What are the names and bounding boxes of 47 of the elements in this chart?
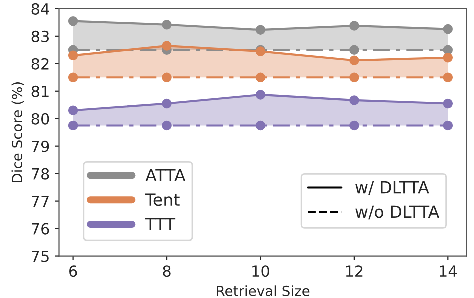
- x-tick-label: 14: [440, 266, 458, 277]
- point: [162, 98, 172, 109]
- y-tick-label: 75: [32, 250, 49, 262]
- point: [256, 25, 266, 35]
- point: [350, 72, 360, 83]
- y-tick-label: 80: [32, 113, 50, 125]
- x-tick-label: 6: [70, 266, 78, 278]
- y-tick-label: 81: [32, 86, 49, 98]
- y-tick-label: 76: [32, 223, 50, 235]
- point: [162, 120, 172, 131]
- point: [443, 24, 454, 34]
- point: [350, 21, 360, 31]
- point: [162, 72, 172, 83]
- point: [68, 72, 78, 83]
- x-tick-label: 12: [346, 266, 363, 277]
- annotation: w/ DLTTA: [356, 181, 430, 196]
- point: [68, 50, 78, 61]
- point: [68, 106, 78, 116]
- legend-label: TTT: [146, 218, 176, 230]
- x-axis-title: Retrieval Size: [217, 286, 310, 296]
- point: [350, 56, 360, 66]
- legend-label: ATTA: [146, 169, 186, 182]
- point: [162, 41, 172, 51]
- y-tick-label: 84: [32, 3, 50, 15]
- y-tick-label: 78: [32, 168, 50, 180]
- point: [350, 96, 360, 106]
- y-tick-label: 83: [32, 30, 49, 42]
- point: [256, 72, 266, 83]
- legend-label: Tent: [146, 194, 180, 206]
- point: [443, 120, 454, 131]
- point: [68, 16, 78, 26]
- y-tick-label: 77: [32, 196, 49, 208]
- point: [443, 98, 454, 109]
- point: [350, 120, 360, 131]
- x-tick-label: 8: [163, 266, 171, 278]
- annotation: w/o DLTTA: [356, 206, 440, 220]
- y-axis-title: Dice Score (%): [12, 82, 24, 182]
- point: [443, 72, 454, 83]
- point: [256, 90, 266, 100]
- x-tick-label: 10: [252, 266, 270, 278]
- point: [256, 120, 266, 131]
- point: [162, 20, 172, 30]
- point: [350, 45, 360, 56]
- y-tick-label: 79: [32, 140, 50, 152]
- point: [68, 120, 78, 131]
- y-tick-label: 82: [32, 58, 49, 70]
- point: [443, 52, 454, 63]
